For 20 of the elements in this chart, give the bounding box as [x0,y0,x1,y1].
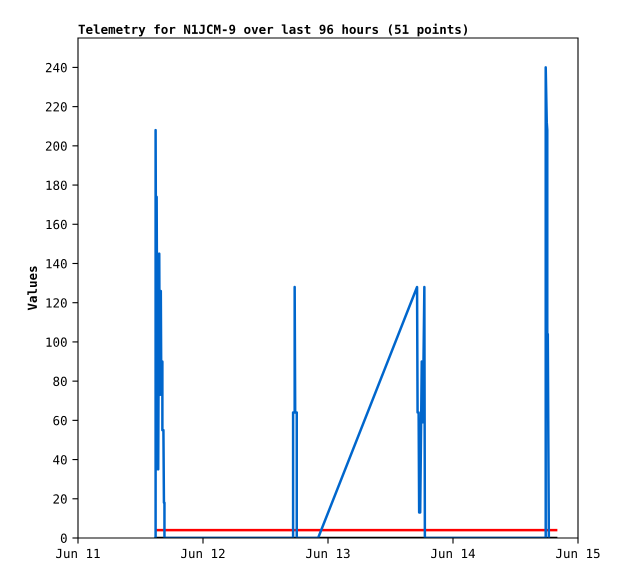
y-tick-label: 60 [53,416,67,426]
y-tick-label: 20 [53,494,67,504]
x-tick-label: Jun 12 [181,548,225,558]
y-tick-label: 160 [46,220,67,230]
y-tick-label: 220 [46,102,67,112]
y-tick-label: 120 [46,298,67,308]
y-tick-label: 140 [46,258,67,268]
y-tick-label: 0 [60,534,67,543]
y-tick-label: 240 [46,62,67,72]
x-tick-label: Jun 11 [56,548,100,558]
x-tick-label: Jun 14 [431,548,475,558]
y-tick-label: 80 [53,376,67,386]
y-tick-label: 100 [46,337,67,347]
chart-title: Telemetry for N1JCM-9 over last 96 hours (51 points) [78,24,467,36]
x-tick-label: Jun 15 [556,548,600,558]
y-tick-label: 200 [46,141,67,151]
y-tick-label: 40 [53,455,67,465]
y-tick-label: 180 [46,180,67,190]
y-axis-title: Values [27,266,38,310]
x-tick-label: Jun 13 [306,548,350,558]
